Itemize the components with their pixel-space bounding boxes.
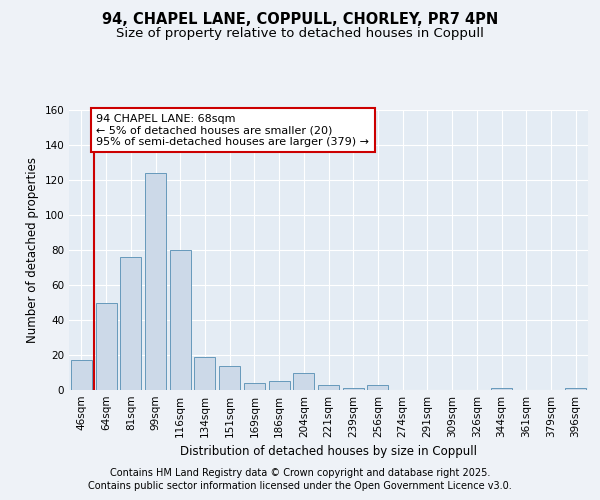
Y-axis label: Number of detached properties: Number of detached properties xyxy=(26,157,39,343)
Bar xyxy=(367,385,388,390)
Bar xyxy=(71,360,92,390)
Text: Size of property relative to detached houses in Coppull: Size of property relative to detached ho… xyxy=(116,28,484,40)
Bar xyxy=(293,372,314,390)
Bar xyxy=(318,385,339,390)
Bar xyxy=(244,383,265,390)
Bar xyxy=(194,357,215,390)
Text: 94 CHAPEL LANE: 68sqm
← 5% of detached houses are smaller (20)
95% of semi-detac: 94 CHAPEL LANE: 68sqm ← 5% of detached h… xyxy=(96,114,369,146)
Text: 94, CHAPEL LANE, COPPULL, CHORLEY, PR7 4PN: 94, CHAPEL LANE, COPPULL, CHORLEY, PR7 4… xyxy=(102,12,498,28)
Bar xyxy=(565,388,586,390)
Bar xyxy=(120,257,141,390)
Bar xyxy=(219,366,240,390)
Bar xyxy=(343,388,364,390)
Text: Contains HM Land Registry data © Crown copyright and database right 2025.: Contains HM Land Registry data © Crown c… xyxy=(110,468,490,477)
Text: Contains public sector information licensed under the Open Government Licence v3: Contains public sector information licen… xyxy=(88,481,512,491)
X-axis label: Distribution of detached houses by size in Coppull: Distribution of detached houses by size … xyxy=(180,446,477,458)
Bar xyxy=(95,302,116,390)
Bar xyxy=(170,250,191,390)
Bar xyxy=(269,381,290,390)
Bar xyxy=(145,173,166,390)
Bar xyxy=(491,388,512,390)
